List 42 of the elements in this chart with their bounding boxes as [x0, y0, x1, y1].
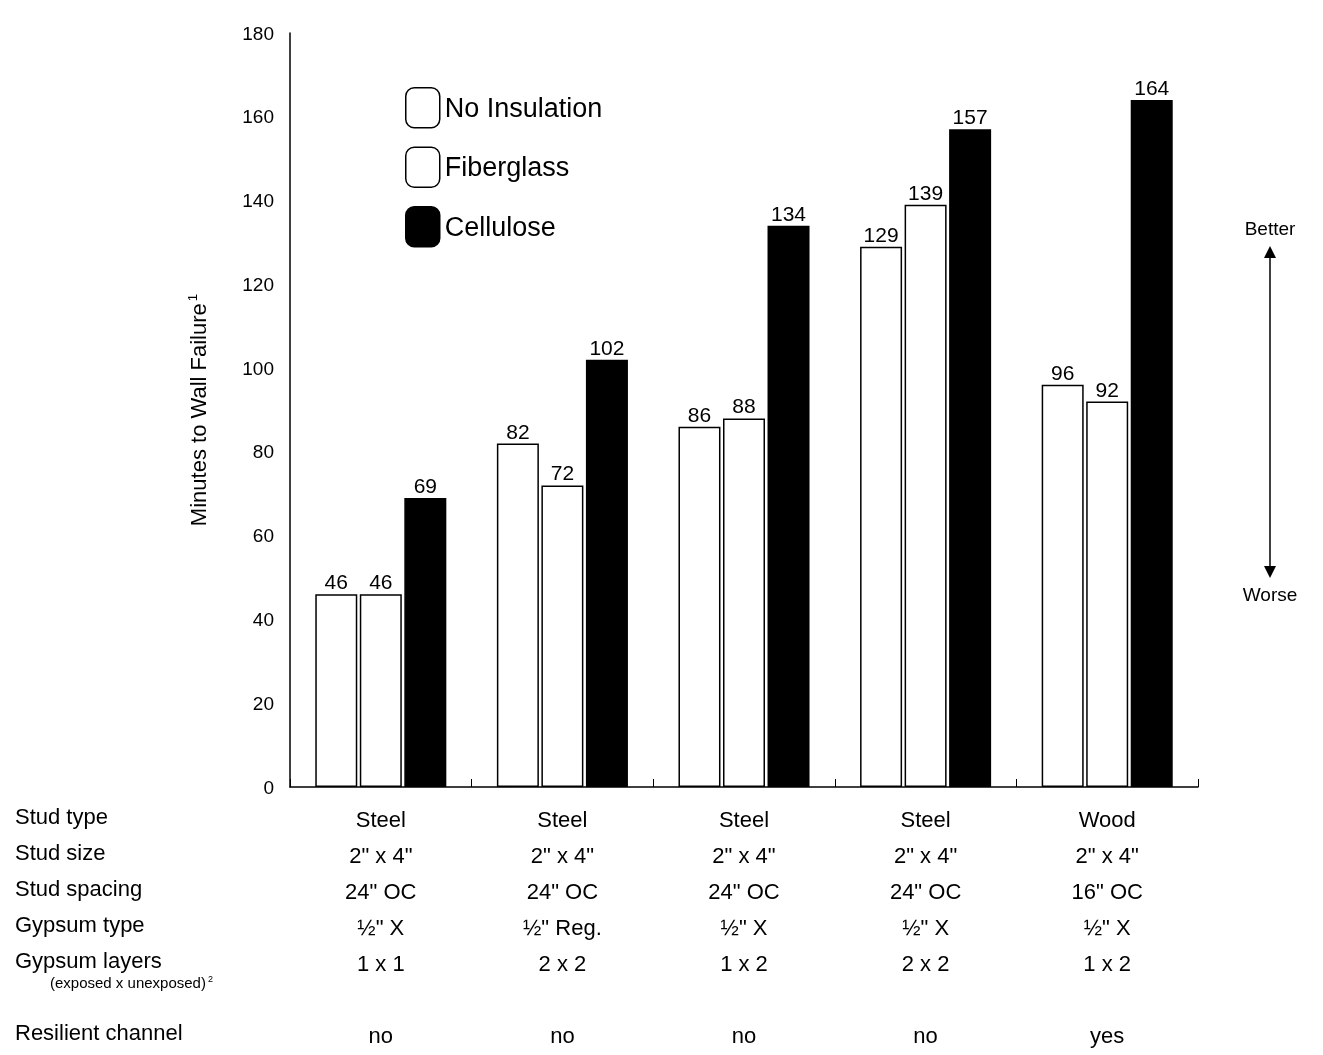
text: Resilient channel — [15, 1019, 183, 1045]
y-tick-label: 120 — [242, 273, 274, 295]
y-tick-label: 40 — [252, 608, 274, 630]
data-label: 164 — [1134, 76, 1170, 100]
y-tick-label: 140 — [242, 190, 274, 212]
y-axis-title: Minutes to Wall Failure1 — [185, 293, 211, 527]
text: Stud type — [15, 803, 108, 829]
category-label: Wood 2" x 4" 16" OC ½" X 1 x 2 yes — [1071, 806, 1143, 1048]
y-tick-label: 100 — [242, 357, 274, 379]
data-label: 139 — [908, 180, 944, 204]
category-label: Steel 2" x 4" 24" OC ½" X 1 x 2 no — [708, 806, 780, 1048]
text: Stud spacing — [15, 875, 143, 901]
y-tick-label: 180 — [242, 22, 274, 44]
text: Gypsum layers — [15, 947, 162, 973]
category-label: Steel 2" x 4" 24" OC ½" Reg. 2 x 2 no — [523, 806, 602, 1048]
legend-label: No Insulation — [444, 92, 603, 123]
text: Stud size — [15, 839, 106, 865]
text: Better — [1244, 217, 1297, 239]
data-label: 92 — [1095, 377, 1119, 401]
y-tick-label: 60 — [252, 525, 274, 547]
data-label: 157 — [952, 105, 988, 129]
data-label: 88 — [732, 394, 756, 418]
y-tick-label: 20 — [252, 692, 274, 714]
data-label: 86 — [687, 402, 712, 426]
category-label: Steel 2" x 4" 24" OC ½" X 1 x 1 no — [345, 806, 417, 1048]
y-tick-label: 0 — [263, 776, 274, 798]
data-label: 134 — [771, 201, 807, 225]
y-tick-label: 160 — [242, 106, 274, 128]
text: Worse — [1242, 583, 1298, 605]
data-label: 69 — [413, 473, 437, 497]
data-label: 72 — [550, 461, 575, 485]
data-label: 96 — [1051, 360, 1075, 384]
category-label: Steel 2" x 4" 24" OC ½" X 2 x 2 no — [889, 806, 962, 1048]
text: Gypsum type — [15, 911, 145, 937]
legend-label: Cellulose — [444, 211, 556, 242]
legend-label: Fiberglass — [444, 152, 570, 183]
data-label: 102 — [589, 335, 625, 359]
data-label: 129 — [863, 222, 899, 246]
data-label: 46 — [369, 570, 393, 594]
data-label: 46 — [324, 570, 348, 594]
y-tick-label: 80 — [252, 441, 274, 463]
data-label: 82 — [506, 419, 530, 443]
